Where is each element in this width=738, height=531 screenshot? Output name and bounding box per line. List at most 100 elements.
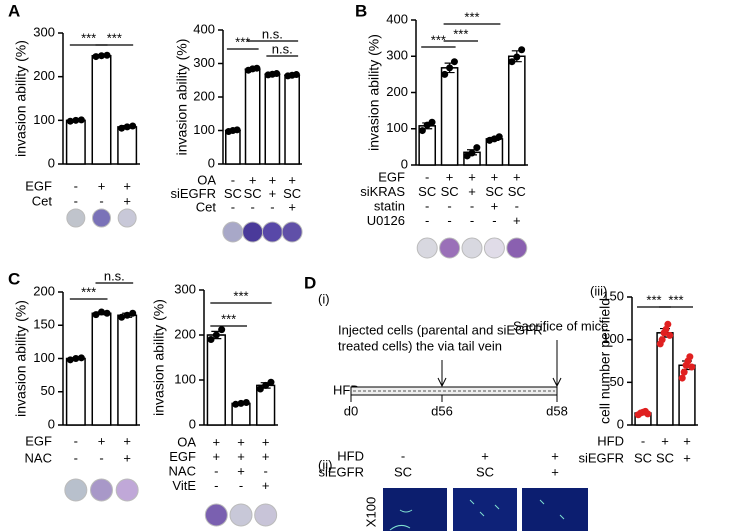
data-point	[418, 127, 426, 135]
condition-value: -	[214, 478, 218, 493]
timeline-note: treated cells) the via tail vein	[338, 338, 502, 353]
condition-value: -	[263, 463, 267, 478]
well-image	[254, 503, 278, 527]
condition-value: +	[513, 169, 521, 184]
data-point	[218, 326, 226, 334]
panel-label: A	[8, 1, 20, 20]
data-point	[129, 122, 137, 130]
significance-label: ***	[107, 30, 122, 45]
y-tick-label: 0	[401, 156, 408, 171]
bar	[117, 314, 138, 426]
y-axis-label: invasion ability (%)	[366, 34, 382, 151]
bar	[244, 68, 261, 165]
row-value: +	[551, 464, 559, 479]
y-tick-label: 300	[386, 48, 408, 63]
bar	[65, 119, 86, 165]
condition-name: OA	[197, 172, 216, 187]
panel-label: (i)	[318, 291, 330, 306]
y-tick-label: 100	[33, 112, 55, 127]
condition-value: +	[123, 450, 131, 465]
condition-value: -	[447, 198, 451, 213]
well-image	[461, 237, 483, 259]
y-tick-label: 100	[33, 350, 55, 365]
micrograph	[453, 488, 517, 531]
micrograph	[383, 488, 447, 531]
significance-label: ***	[221, 311, 236, 326]
significance-label: ***	[233, 288, 248, 303]
data-point	[666, 331, 674, 339]
significance-label: ***	[235, 34, 250, 49]
y-tick-label: 200	[33, 283, 55, 298]
data-point	[123, 123, 131, 131]
condition-value: +	[237, 463, 245, 478]
condition-value: +	[249, 172, 257, 187]
y-tick-label: 50	[610, 374, 624, 389]
data-point	[267, 378, 275, 386]
y-tick-label: 400	[193, 21, 215, 36]
y-tick-label: 0	[208, 155, 215, 170]
panel-label: D	[304, 273, 316, 292]
row-name: HFD	[337, 448, 364, 463]
y-tick-label: 100	[193, 122, 215, 137]
day-label: d56	[431, 403, 453, 418]
condition-value: +	[237, 434, 245, 449]
data-point	[118, 313, 126, 321]
y-axis-label: invasion ability (%)	[13, 300, 29, 417]
y-axis-label: invasion ability (%)	[174, 39, 190, 156]
condition-value: +	[262, 478, 270, 493]
condition-value: -	[425, 213, 429, 228]
y-tick-label: 400	[386, 11, 408, 26]
condition-value: SC	[656, 450, 674, 465]
arrow-head	[552, 377, 562, 388]
condition-name: statin	[374, 198, 405, 213]
bar	[117, 126, 138, 165]
data-point	[256, 385, 264, 393]
condition-name: NAC	[25, 450, 52, 465]
data-point	[508, 58, 516, 66]
well-image	[64, 478, 88, 502]
condition-value: +	[269, 186, 277, 201]
panel-label: C	[8, 269, 20, 288]
y-tick-label: 300	[174, 281, 196, 296]
significance-label: ***	[81, 30, 96, 45]
condition-value: -	[99, 193, 103, 208]
y-axis-label: cell number per field	[597, 298, 613, 424]
y-tick-label: 200	[386, 84, 408, 99]
data-point	[103, 309, 111, 317]
data-point	[644, 410, 652, 418]
y-tick-label: 100	[174, 371, 196, 386]
data-point	[688, 363, 696, 371]
well-image	[115, 478, 139, 502]
day-label: d0	[344, 403, 358, 418]
data-point	[77, 354, 85, 362]
micrograph	[522, 488, 588, 531]
row-value: SC	[476, 464, 494, 479]
condition-name: siEGFR	[171, 186, 217, 201]
condition-value: -	[425, 198, 429, 213]
y-tick-label: 200	[174, 326, 196, 341]
condition-name: EGF	[169, 449, 196, 464]
data-point	[233, 126, 241, 134]
data-point	[92, 53, 100, 61]
condition-name: OA	[177, 434, 196, 449]
condition-value: -	[231, 172, 235, 187]
data-point	[292, 71, 300, 79]
data-point	[658, 336, 666, 344]
bar	[65, 357, 86, 426]
condition-value: +	[237, 449, 245, 464]
data-point	[495, 133, 503, 141]
y-tick-label: 200	[193, 88, 215, 103]
condition-value: -	[515, 198, 519, 213]
well-image	[242, 221, 264, 243]
data-point	[72, 116, 80, 124]
y-tick-label: 0	[48, 155, 55, 170]
data-point	[262, 381, 270, 389]
panel-label: (ii)	[318, 457, 332, 472]
condition-name: NAC	[169, 463, 196, 478]
micrograph-detail	[389, 499, 565, 531]
data-point	[103, 51, 111, 59]
condition-value: +	[288, 199, 296, 214]
condition-value: -	[74, 450, 78, 465]
condition-value: -	[239, 478, 243, 493]
y-tick-label: 0	[617, 416, 624, 431]
